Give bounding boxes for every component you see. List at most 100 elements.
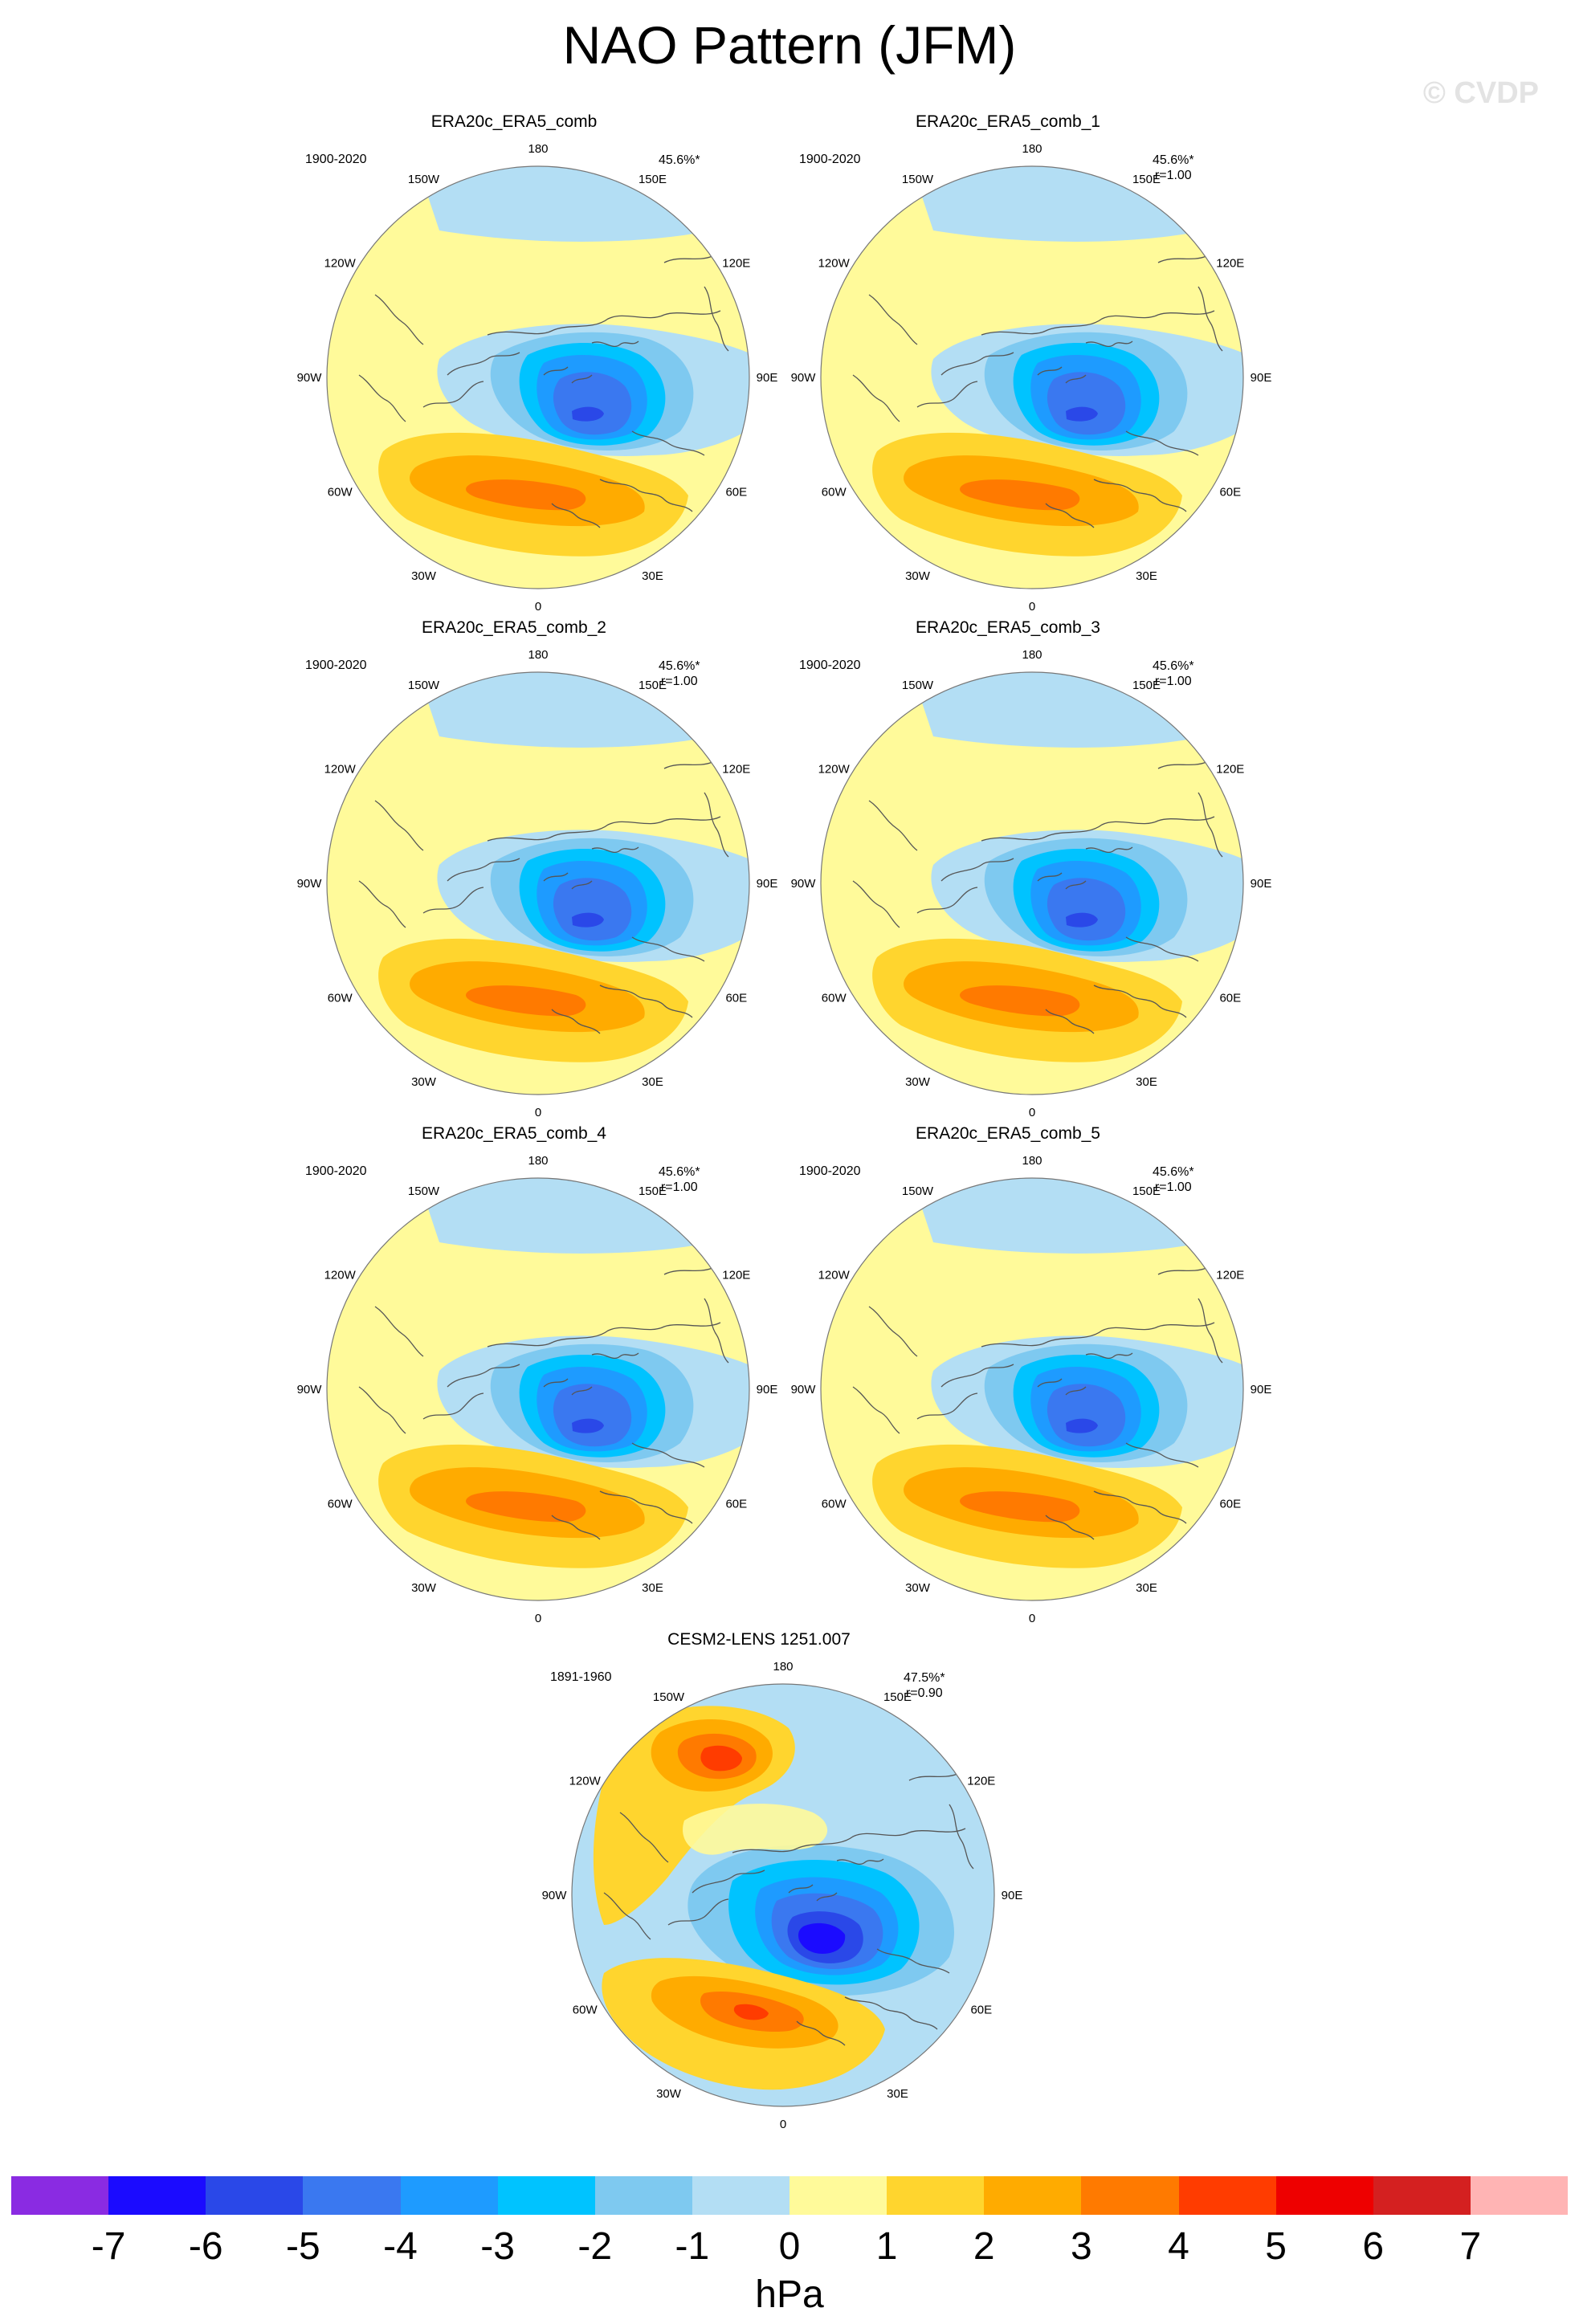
longitude-label: 30W — [411, 1075, 437, 1089]
coastlines — [358, 1265, 749, 1540]
panel-title: CESM2-LENS 1251.007 — [667, 1630, 851, 1649]
longitude-label: 120W — [569, 1775, 602, 1788]
longitude-label: 60W — [822, 1498, 847, 1511]
longitude-label: 150W — [653, 1690, 685, 1704]
colorbar-swatch — [11, 2176, 109, 2215]
longitude-label: 60E — [970, 2004, 992, 2017]
polar-map: 180 150E 120E 90E 60E 30E 0 30W 60W 90W 120W 150W — [297, 142, 778, 614]
longitude-label: 120E — [722, 763, 750, 777]
longitude-label: 0 — [780, 2118, 786, 2131]
longitude-label: 30E — [642, 569, 663, 583]
colorbar-tick-label: -2 — [577, 2225, 613, 2268]
panel-period: 1900-2020 — [799, 1164, 861, 1178]
longitude-label: 0 — [1029, 1612, 1035, 1625]
longitude-label: 0 — [1029, 600, 1035, 614]
panel-period: 1900-2020 — [305, 658, 367, 672]
contour-fill — [733, 2004, 769, 2020]
longitude-label: 30W — [905, 1075, 931, 1089]
colorbar-swatch — [1275, 2176, 1373, 2215]
longitude-label: 90W — [791, 877, 817, 891]
map-panel: ERA20c_ERA5_comb 1900-2020 45.6%* 180 150E 12… — [289, 112, 787, 614]
longitude-label: 120W — [818, 257, 851, 271]
longitude-label: 180 — [528, 648, 548, 662]
longitude-label: 30W — [905, 569, 931, 583]
longitude-label: 0 — [1029, 1106, 1035, 1119]
longitude-label: 60W — [573, 2004, 598, 2017]
longitude-label: 120W — [818, 1269, 851, 1282]
colorbar-tick-label: -5 — [286, 2225, 320, 2268]
cvdp-watermark: © CVDP — [1422, 76, 1539, 110]
polar-map: 180 150E 120E 90E 60E 30E 0 30W 60W 90W 120W 150W — [791, 142, 1272, 614]
longitude-label: 120E — [967, 1775, 995, 1788]
panel-period: 1900-2020 — [799, 658, 861, 672]
longitude-label: 30E — [1136, 1075, 1157, 1089]
longitude-label: 60W — [822, 992, 847, 1005]
panel-title: ERA20c_ERA5_comb_5 — [916, 1124, 1100, 1143]
longitude-label: 180 — [528, 142, 548, 156]
colorbar-swatch — [497, 2176, 595, 2215]
polar-map: 180 150E 120E 90E 60E 30E 0 30W 60W 90W 120W 150W — [791, 648, 1272, 1119]
longitude-label: 60W — [328, 1498, 353, 1511]
colorbar-tick-label: 3 — [1071, 2225, 1092, 2268]
colorbar-swatch — [206, 2176, 304, 2215]
contour-fill — [917, 166, 1238, 242]
colorbar-swatch — [790, 2176, 887, 2215]
colorbar-swatch — [108, 2176, 206, 2215]
panel-period: 1891-1960 — [550, 1670, 612, 1684]
longitude-label: 60E — [725, 1498, 747, 1511]
longitude-label: 180 — [528, 1154, 548, 1168]
pattern-correlation: r=1.00 — [660, 675, 698, 688]
longitude-label: 90W — [542, 1889, 568, 1902]
contour-fill — [798, 1922, 846, 1954]
longitude-label: 120W — [818, 763, 851, 777]
contour-fill — [423, 1178, 745, 1254]
contour-fill — [423, 166, 745, 242]
longitude-label: 150E — [639, 1184, 667, 1198]
longitude-label: 150W — [902, 173, 934, 186]
colorbar-tick-label: 7 — [1459, 2225, 1482, 2268]
panel-title: ERA20c_ERA5_comb_1 — [916, 112, 1100, 131]
longitude-label: 90W — [297, 371, 323, 385]
colorbar-swatch — [1373, 2176, 1471, 2215]
longitude-label: 90E — [757, 1383, 778, 1396]
map-panel: ERA20c_ERA5_comb_5 1900-2020 45.6%* r=1.00 1… — [783, 1124, 1281, 1625]
pattern-correlation: r=1.00 — [1154, 169, 1192, 182]
longitude-label: 180 — [1022, 648, 1042, 662]
polar-map: 180 150E 120E 90E 60E 30E 0 30W 60W 90W 120W 150W — [297, 1154, 778, 1625]
longitude-label: 0 — [535, 1612, 541, 1625]
longitude-label: 150E — [1132, 1184, 1161, 1198]
colorbar — [11, 2176, 1568, 2215]
panel-stats: 47.5%* r=0.90 — [904, 1670, 945, 1701]
variance-explained: 47.5%* — [904, 1671, 945, 1685]
longitude-label: 60E — [725, 992, 747, 1005]
panel-title: ERA20c_ERA5_comb_3 — [916, 618, 1100, 637]
longitude-label: 120E — [1216, 763, 1244, 777]
longitude-label: 90E — [1251, 1383, 1272, 1396]
polar-map: 180 150E 120E 90E 60E 30E 0 30W 60W 90W 120W 150W — [297, 648, 778, 1119]
panel-stats: 45.6%* r=1.00 — [1153, 658, 1194, 689]
longitude-label: 150E — [639, 679, 667, 692]
longitude-label: 150E — [1132, 679, 1161, 692]
contour-fill — [572, 1418, 604, 1433]
polar-map: 180 150E 120E 90E 60E 30E 0 30W 60W 90W 120W 150W — [542, 1660, 1023, 2131]
longitude-label: 150W — [902, 679, 934, 692]
variance-explained: 45.6%* — [659, 659, 700, 673]
longitude-label: 90E — [1251, 371, 1272, 385]
colorbar-swatch — [692, 2176, 790, 2215]
colorbar-units: hPa — [755, 2273, 824, 2316]
longitude-label: 150W — [902, 1184, 934, 1198]
map-border — [571, 1683, 995, 2107]
colorbar-swatch — [400, 2176, 498, 2215]
longitude-label: 60E — [1219, 1498, 1241, 1511]
panel-stats: 45.6%* r=1.00 — [1153, 153, 1194, 183]
longitude-label: 60W — [822, 486, 847, 499]
contour-fill — [572, 406, 604, 422]
colorbar-tick-label: 2 — [973, 2225, 995, 2268]
panel-period: 1900-2020 — [799, 153, 861, 166]
contour-fill — [572, 912, 604, 928]
panel-stats: 45.6%* r=1.00 — [1153, 1164, 1194, 1195]
colorbar-swatch — [1178, 2176, 1276, 2215]
coastlines — [603, 1771, 994, 2046]
contour-fill — [466, 479, 586, 511]
map-panel: ERA20c_ERA5_comb_1 1900-2020 45.6%* r=1.00 1… — [783, 112, 1281, 614]
